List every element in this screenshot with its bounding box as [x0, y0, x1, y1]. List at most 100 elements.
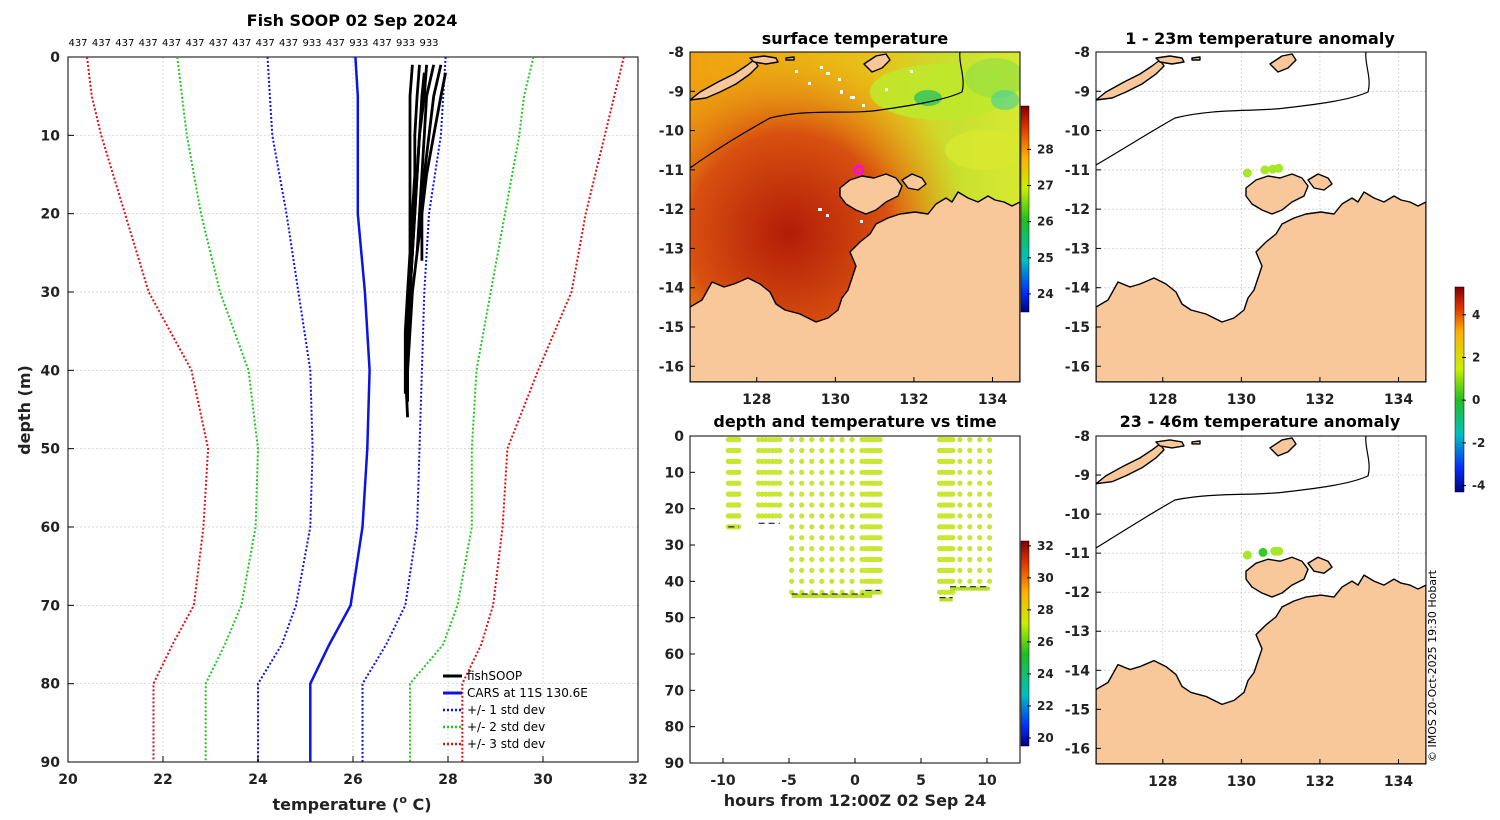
depth-time-point: [809, 513, 815, 519]
profile-top-label: 437: [279, 38, 298, 49]
depth-time-point: [736, 458, 742, 464]
anomaly-1-23-y-tick-label: -13: [1065, 241, 1090, 257]
profile-x-tick-label: 30: [533, 772, 553, 788]
depth-time-colorbar-tick-label: 30: [1037, 571, 1054, 585]
depth-time-point: [849, 567, 855, 574]
depth-time-point: [839, 437, 845, 443]
anomaly-23-46-land: [1096, 437, 1426, 764]
depth-time-colorbar-tick-label: 20: [1037, 731, 1054, 745]
depth-time-point: [809, 458, 815, 464]
anomaly-23-46-y-tick-label: -10: [1065, 507, 1091, 523]
sst-colorbar: [1020, 105, 1030, 313]
sst-map-y-tick-label: -15: [659, 320, 684, 336]
depth-time-point: [947, 524, 953, 530]
depth-time-point: [977, 535, 983, 541]
depth-time-point: [957, 535, 963, 541]
depth-time-point: [829, 513, 835, 519]
depth-time-point: [849, 447, 855, 454]
depth-time-point: [849, 524, 855, 530]
depth-time-point: [839, 480, 845, 486]
depth-time-point: [977, 491, 983, 497]
depth-time-point: [819, 458, 825, 464]
depth-time-point: [777, 458, 783, 464]
depth-time-y-tick-label: 90: [665, 756, 685, 772]
profile-std3-minus-line: [86, 56, 210, 762]
depth-time-point: [777, 437, 783, 443]
anomaly-1-23-ticks: 128 130 132 134 -8 -9 -10 -11 -12 -13 -14 -15 -16: [1065, 45, 1414, 408]
depth-time-point: [839, 469, 845, 475]
depth-time-colorbar: [1020, 540, 1030, 747]
anomaly-colorbar-ticks: 4 2 0 -2 -4: [1462, 308, 1485, 493]
depth-time-point: [777, 491, 783, 497]
depth-time-point: [809, 578, 815, 584]
depth-time-point: [957, 513, 963, 519]
profile-std1-plus-line: [361, 56, 447, 762]
profile-fishsoop-cast: [406, 72, 447, 394]
anomaly-1-23-y-tick-label: -10: [1065, 124, 1091, 140]
depth-time-x-tick-label: -5: [781, 773, 797, 789]
depth-time-point: [849, 513, 855, 519]
depth-time-point: [839, 556, 845, 563]
depth-time-ticks: -10 -5 0 5 10 0 10 20 30 40 50 60 70 80 90: [665, 429, 997, 789]
profile-cars-mean-line: [309, 56, 371, 762]
depth-time-point: [849, 535, 855, 541]
sst-map-y-tick-label: -11: [659, 163, 684, 179]
sst-map-y-tick-label: -14: [659, 281, 685, 297]
land-north-islands: [1155, 437, 1297, 457]
anomaly-1-23-panel: 1 - 23m temperature anomaly 128 130 132 134…: [1065, 29, 1427, 408]
sst-map-field: [690, 52, 1020, 382]
depth-time-point: [829, 589, 835, 595]
land-islet: [901, 173, 927, 191]
depth-time-point: [773, 437, 779, 443]
anomaly-colorbar-tick-label: -4: [1472, 479, 1485, 493]
profile-ticks: 20 22 24 26 28 30 32 0 10 20 30 40 50 60 70 80 90: [41, 50, 648, 788]
depth-time-point: [957, 437, 963, 443]
depth-time-point: [829, 578, 835, 584]
depth-time-point: [829, 458, 835, 464]
profile-grid: [68, 57, 638, 762]
depth-time-point: [829, 469, 835, 475]
depth-time-point: [877, 546, 883, 552]
depth-time-point: [977, 437, 983, 443]
depth-time-point: [799, 589, 805, 595]
depth-time-point: [756, 437, 762, 443]
profile-title: Fish SOOP 02 Sep 2024: [247, 11, 458, 30]
depth-time-colorbar-tick-label: 32: [1037, 539, 1054, 553]
depth-time-point: [987, 469, 993, 475]
depth-time-xlabel: hours from 12:00Z 02 Sep 24: [724, 791, 986, 810]
anomaly-colorbar-tick-label: -2: [1472, 436, 1485, 450]
depth-time-point: [947, 469, 953, 475]
depth-time-point: [877, 458, 883, 464]
anomaly-1-23-box: [1095, 51, 1427, 383]
depth-time-point: [967, 491, 973, 497]
land-mainland: [1096, 574, 1426, 764]
depth-time-point: [799, 535, 805, 541]
depth-time-point: [819, 469, 825, 475]
profile-panel: Fish SOOP 02 Sep 2024 437 437 437 437 437 437…: [15, 11, 648, 814]
anomaly-1-23-land: [1096, 53, 1426, 382]
legend-label: +/- 3 std dev: [467, 737, 545, 751]
anomaly-1-23-y-tick-label: -15: [1065, 320, 1090, 336]
depth-time-point: [877, 447, 883, 454]
depth-time-point: [789, 491, 795, 497]
anomaly-23-46-y-tick-label: -13: [1065, 624, 1090, 640]
profile-x-tick-label: 24: [248, 772, 268, 788]
depth-time-y-tick-label: 30: [665, 538, 685, 554]
sst-colorbar-tick-label: 26: [1037, 215, 1054, 229]
profile-top-labels: 437 437 437 437 437 437 437 437 437 437 933 437 933 4…: [68, 38, 438, 49]
depth-time-point: [829, 535, 835, 541]
depth-time-point: [799, 437, 805, 443]
profile-x-tick-label: 26: [343, 772, 362, 788]
land-mainland: [690, 191, 1020, 382]
depth-time-point: [819, 567, 825, 574]
depth-time-point: [819, 589, 825, 595]
depth-time-y-tick-label: 0: [674, 429, 684, 445]
sst-fish-marker: [853, 164, 865, 176]
depth-time-point: [967, 480, 973, 486]
depth-time-point: [799, 524, 805, 530]
depth-time-point: [957, 502, 963, 508]
depth-time-point: [799, 469, 805, 475]
depth-time-point: [799, 556, 805, 563]
sst-map-panel: surface temperature 128 130 132 134 -8: [659, 29, 1054, 408]
depth-time-point: [789, 469, 795, 475]
